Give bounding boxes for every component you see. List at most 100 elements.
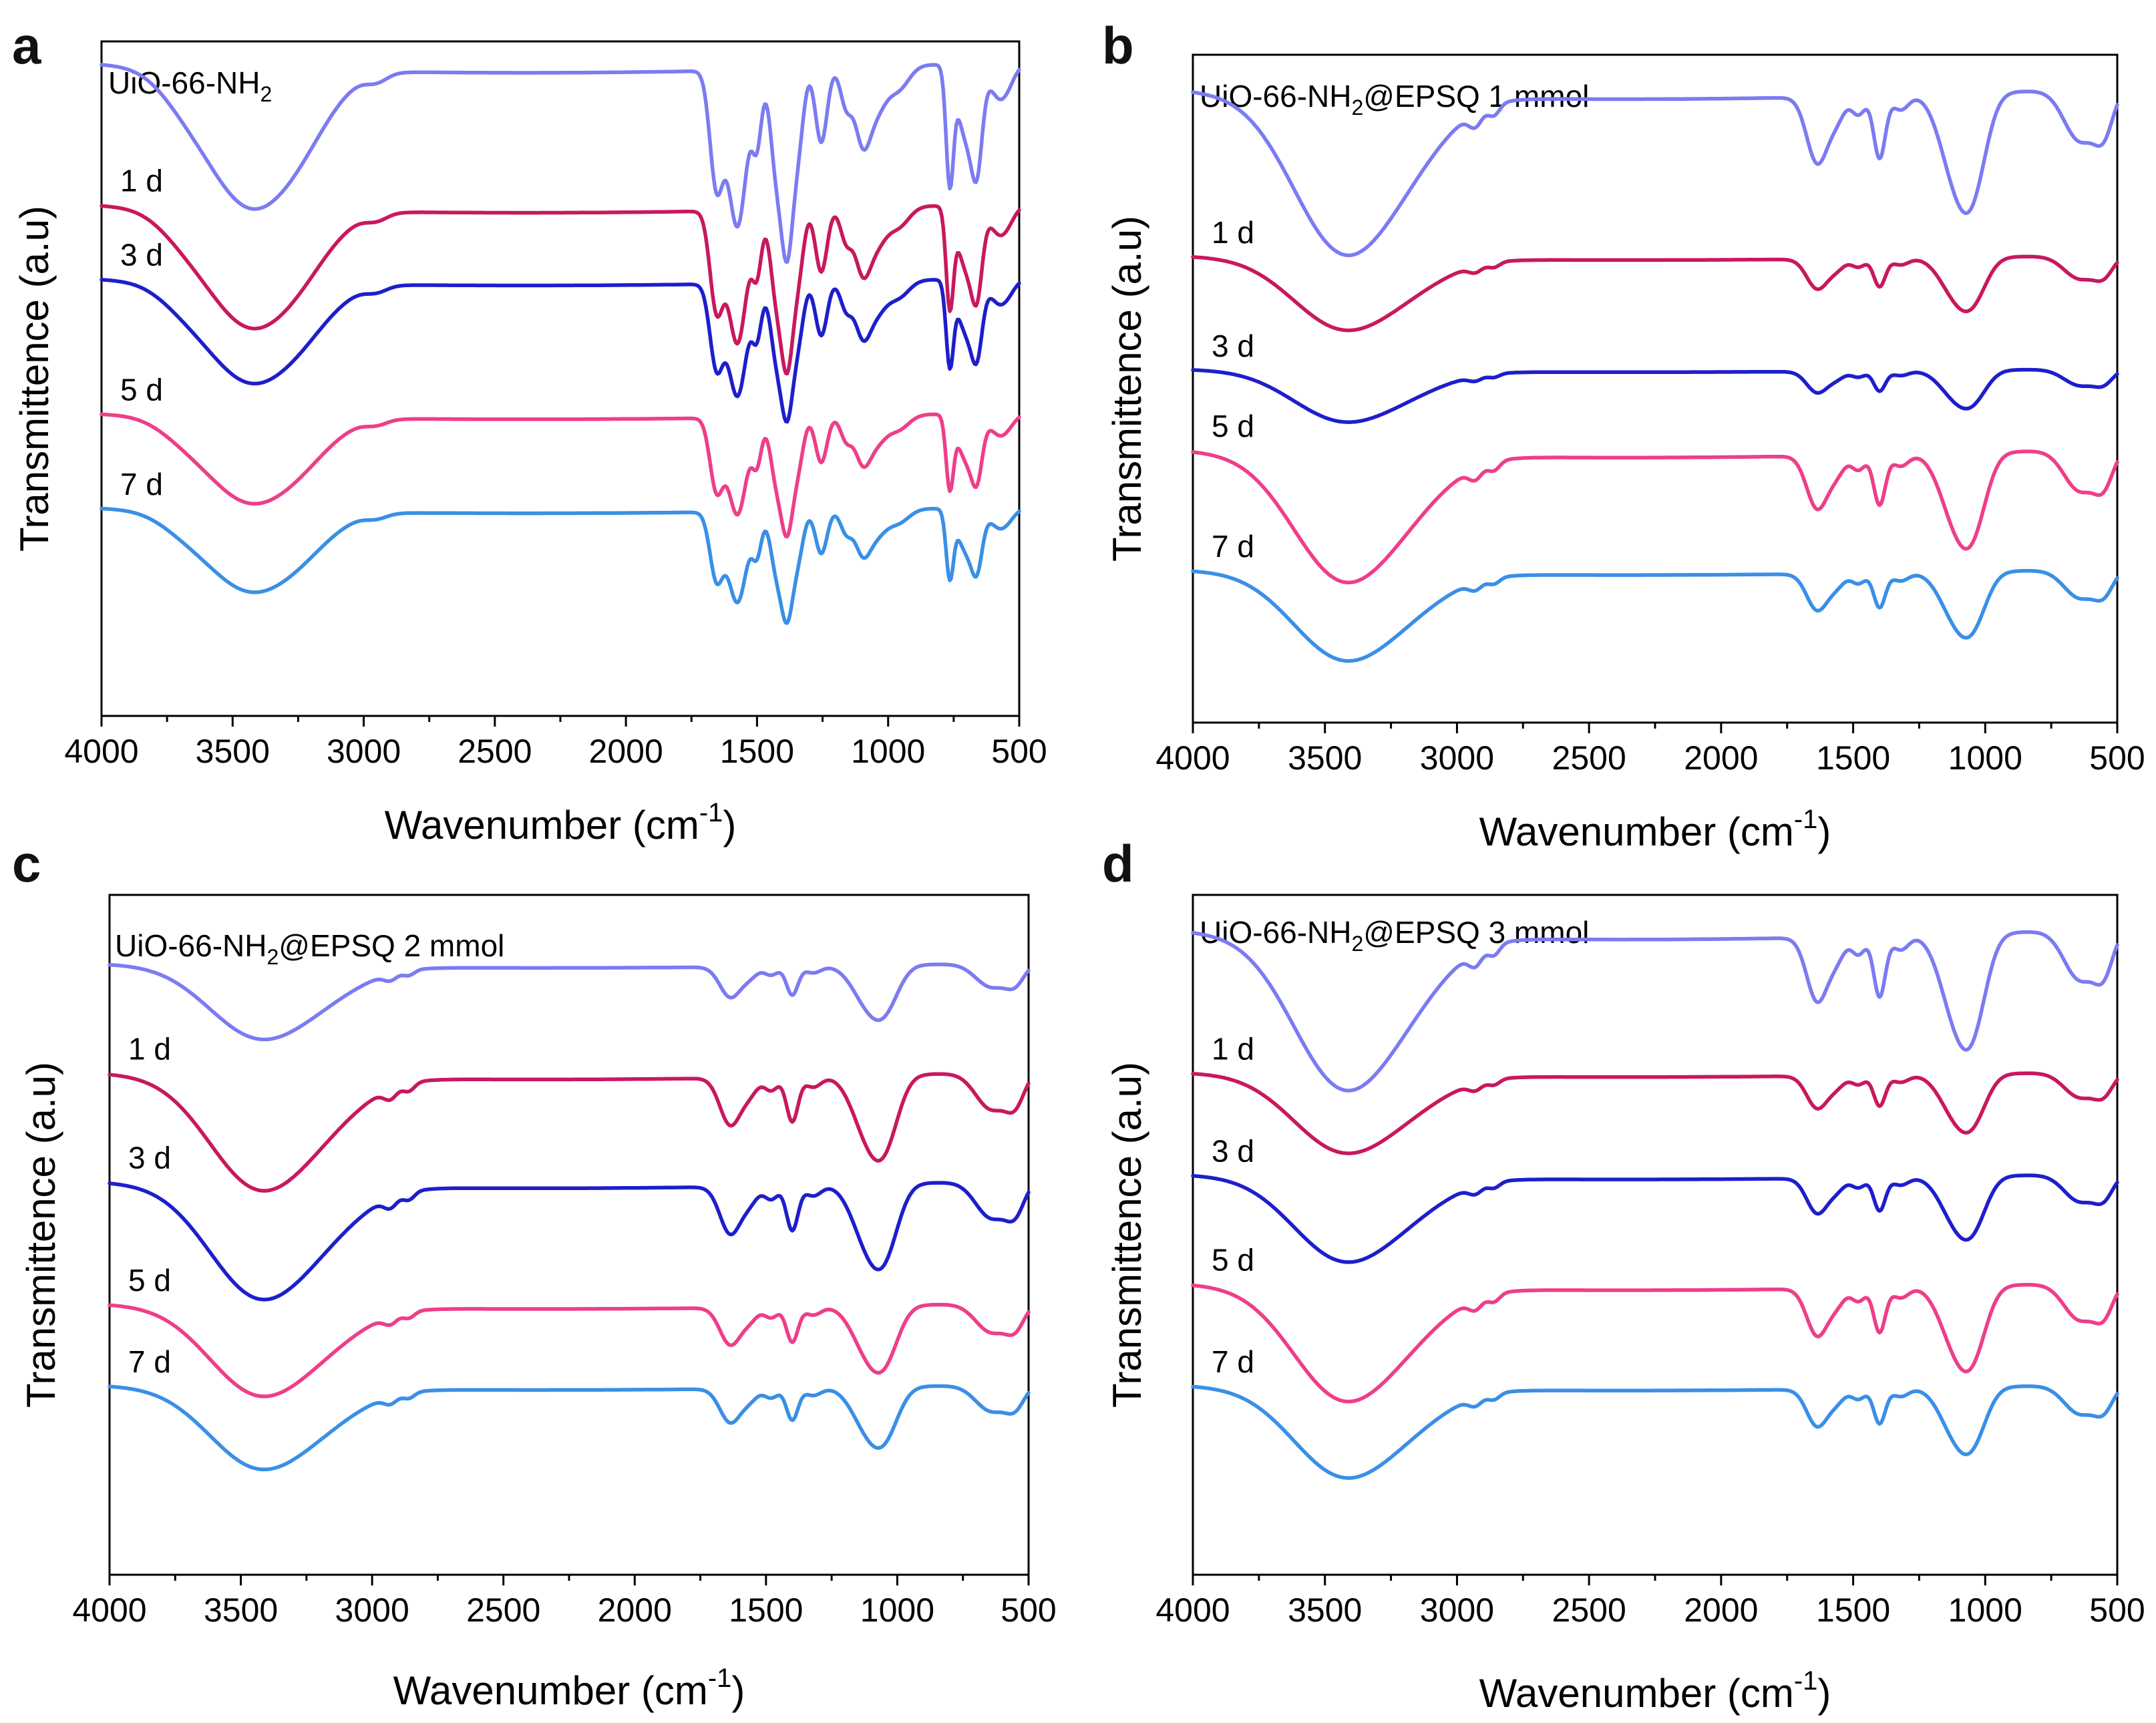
x-axis-title-c: Wavenumber (cm-1) bbox=[393, 1664, 745, 1713]
x-tick-label: 3500 bbox=[204, 1591, 278, 1629]
series-label: 7 d bbox=[1212, 1344, 1254, 1379]
series-label: 5 d bbox=[128, 1263, 171, 1298]
panel-c: c UiO-66-NH2@EPSQ 2 mmol 4000 3500 3000 250… bbox=[12, 834, 1057, 1713]
x-tick-label: 500 bbox=[2089, 1591, 2145, 1629]
x-tick-label: 4000 bbox=[1155, 1591, 1230, 1629]
spectrum-line-3d bbox=[100, 278, 1021, 424]
spectrum-line-1d bbox=[108, 1072, 1031, 1193]
series-label: 5 d bbox=[1212, 1242, 1254, 1277]
x-tick-label: 2000 bbox=[589, 733, 663, 770]
series-labels-a: 1 d 3 d 5 d 7 d bbox=[120, 163, 163, 502]
spectrum-line-5d bbox=[1191, 1283, 2119, 1404]
series-label: 7 d bbox=[1212, 529, 1254, 564]
spectrum-line-5d bbox=[1191, 449, 2119, 585]
panel-letter-d: d bbox=[1102, 834, 1134, 893]
y-axis-title-a: Transmittence (a.u) bbox=[12, 206, 57, 552]
panel-letter-a: a bbox=[12, 16, 41, 75]
x-tick-label: 1500 bbox=[1816, 739, 1890, 777]
series-label: 3 d bbox=[1212, 1133, 1254, 1168]
curves-d bbox=[1191, 930, 2119, 1480]
x-ticks-b: 4000 3500 3000 2500 2000 1500 1000 500 bbox=[1155, 723, 2145, 777]
panel-d: d UiO-66-NH2@EPSQ 3 mmol 4000 3500 3000 250… bbox=[1102, 834, 2145, 1716]
series-label: 1 d bbox=[1212, 1032, 1254, 1067]
spectrum-line-raw bbox=[108, 962, 1031, 1042]
curves-b bbox=[1191, 89, 2119, 663]
x-tick-label: 3000 bbox=[1420, 739, 1494, 777]
curves-a bbox=[100, 63, 1021, 625]
x-tick-label: 3500 bbox=[1288, 1591, 1362, 1629]
series-label: 5 d bbox=[1212, 409, 1254, 443]
spectrum-line-1d bbox=[1191, 1071, 2119, 1155]
x-tick-label: 500 bbox=[991, 733, 1047, 770]
panel-letter-b: b bbox=[1102, 16, 1134, 75]
panel-b: b UiO-66-NH2@EPSQ 1 mmol 4000 3500 3000 250… bbox=[1102, 16, 2145, 854]
x-ticks-d: 4000 3500 3000 2500 2000 1500 1000 500 bbox=[1155, 1575, 2145, 1629]
spectrum-line-1d bbox=[1191, 254, 2119, 333]
x-tick-label: 1000 bbox=[1948, 739, 2022, 777]
series-labels-b: 1 d 3 d 5 d 7 d bbox=[1212, 215, 1254, 564]
x-tick-label: 2000 bbox=[1684, 1591, 1758, 1629]
x-tick-label: 2000 bbox=[598, 1591, 672, 1629]
x-tick-label: 3000 bbox=[335, 1591, 409, 1629]
x-tick-label: 1000 bbox=[860, 1591, 934, 1629]
series-labels-c: 1 d 3 d 5 d 7 d bbox=[128, 1032, 171, 1379]
x-tick-label: 1500 bbox=[720, 733, 794, 770]
x-tick-label: 1000 bbox=[1948, 1591, 2022, 1629]
x-ticks-c: 4000 3500 3000 2500 2000 1500 1000 500 bbox=[72, 1575, 1057, 1629]
spectrum-line-7d bbox=[108, 1384, 1031, 1472]
x-tick-label: 4000 bbox=[1155, 739, 1230, 777]
spectrum-line-3d bbox=[108, 1181, 1031, 1302]
x-tick-label: 3500 bbox=[1288, 739, 1362, 777]
series-label: 3 d bbox=[1212, 329, 1254, 363]
panel-title-d: UiO-66-NH2@EPSQ 3 mmol bbox=[1200, 915, 1589, 956]
x-tick-label: 2000 bbox=[1684, 739, 1758, 777]
x-tick-label: 1500 bbox=[1816, 1591, 1890, 1629]
spectrum-line-raw bbox=[1191, 930, 2119, 1093]
x-axis-title-d: Wavenumber (cm-1) bbox=[1479, 1666, 1831, 1716]
series-label: 1 d bbox=[120, 163, 163, 198]
x-tick-label: 500 bbox=[1001, 1591, 1056, 1629]
series-label: 7 d bbox=[128, 1344, 171, 1379]
x-tick-label: 2500 bbox=[466, 1591, 540, 1629]
curves-c bbox=[108, 962, 1031, 1472]
spectrum-line-5d bbox=[100, 412, 1021, 539]
series-label: 5 d bbox=[120, 373, 163, 407]
spectrum-line-1d bbox=[100, 204, 1021, 376]
spectrum-line-raw bbox=[100, 63, 1021, 264]
spectrum-line-5d bbox=[108, 1302, 1031, 1398]
y-axis-title-d: Transmittence (a.u) bbox=[1105, 1062, 1149, 1408]
series-labels-d: 1 d 3 d 5 d 7 d bbox=[1212, 1032, 1254, 1379]
x-tick-label: 2500 bbox=[1552, 739, 1626, 777]
series-label: 1 d bbox=[128, 1032, 171, 1067]
spectrum-line-7d bbox=[1191, 1384, 2119, 1480]
panel-title-b: UiO-66-NH2@EPSQ 1 mmol bbox=[1200, 79, 1589, 120]
x-tick-label: 1000 bbox=[851, 733, 925, 770]
x-tick-label: 3000 bbox=[1420, 1591, 1494, 1629]
series-label: 3 d bbox=[128, 1141, 171, 1175]
panel-title-a: UiO-66-NH2 bbox=[108, 65, 272, 106]
x-tick-label: 2500 bbox=[1552, 1591, 1626, 1629]
x-tick-label: 500 bbox=[2089, 739, 2145, 777]
plot-frame-c bbox=[108, 894, 1030, 1576]
panel-a: a UiO-66-NH2 4000 3500 3000 2500 2000 1500 100… bbox=[12, 16, 1047, 847]
x-axis-title-a: Wavenumber (cm-1) bbox=[385, 798, 737, 847]
x-tick-label: 4000 bbox=[72, 1591, 146, 1629]
y-axis-title-b: Transmittence (a.u) bbox=[1105, 216, 1149, 562]
x-ticks-a: 4000 3500 3000 2500 2000 1500 1000 500 bbox=[64, 716, 1047, 770]
x-tick-label: 3500 bbox=[196, 733, 270, 770]
spectrum-line-7d bbox=[1191, 568, 2119, 663]
spectrum-line-3d bbox=[1191, 1173, 2119, 1264]
spectrum-line-7d bbox=[100, 506, 1021, 625]
series-label: 1 d bbox=[1212, 215, 1254, 250]
spectrum-line-raw bbox=[1191, 89, 2119, 258]
x-tick-label: 3000 bbox=[327, 733, 401, 770]
panel-letter-c: c bbox=[12, 834, 41, 893]
series-label: 3 d bbox=[120, 238, 163, 272]
series-label: 7 d bbox=[120, 467, 163, 502]
x-tick-label: 1500 bbox=[729, 1591, 803, 1629]
panel-title-c: UiO-66-NH2@EPSQ 2 mmol bbox=[115, 928, 504, 969]
x-tick-label: 2500 bbox=[458, 733, 532, 770]
y-axis-title-c: Transmittence (a.u) bbox=[19, 1062, 63, 1408]
x-axis-title-b: Wavenumber (cm-1) bbox=[1479, 805, 1831, 854]
